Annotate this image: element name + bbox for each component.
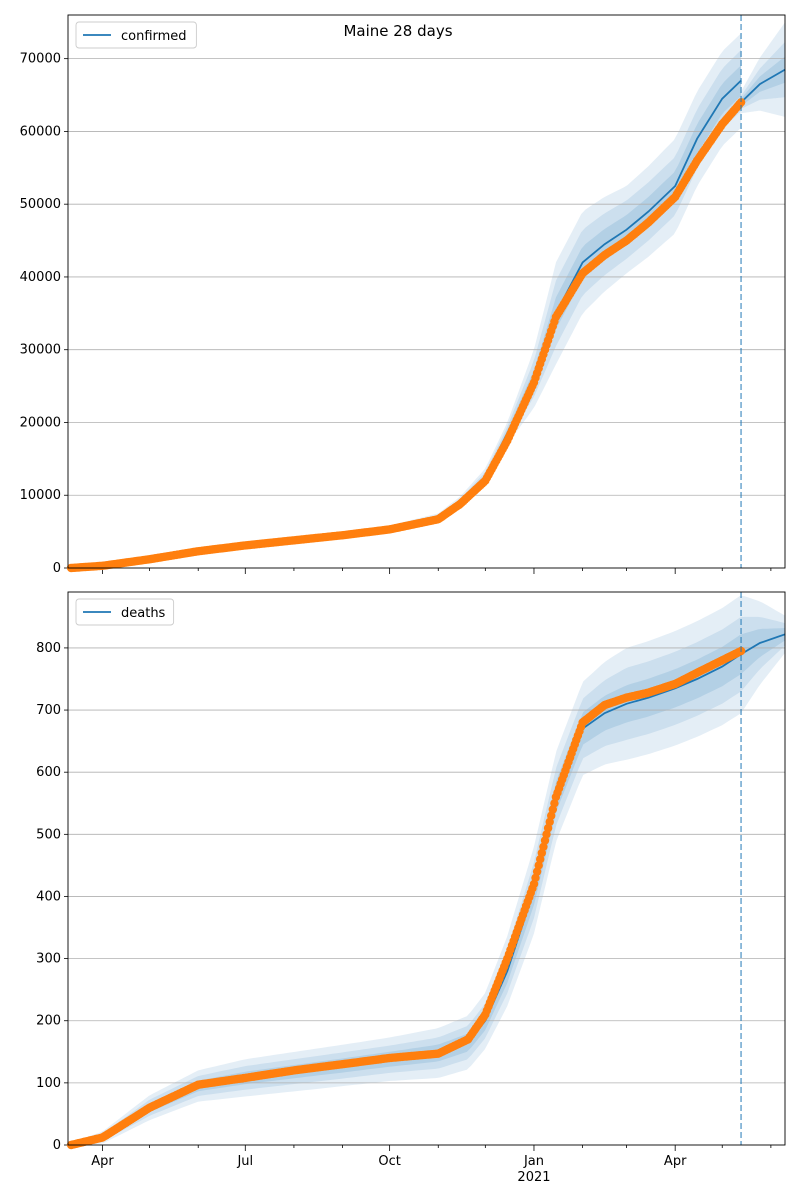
y-tick-label: 0 (53, 1138, 61, 1153)
legend: deaths (75, 598, 175, 626)
y-tick-label: 800 (36, 641, 61, 656)
confirmed-panel: 0 10000 20000 30000 40000 50000 60000 70000 conf… (20, 14, 786, 576)
y-tick-label: 300 (36, 952, 61, 967)
legend-box (75, 21, 197, 49)
y-tick-label: 200 (36, 1014, 61, 1029)
observed-point (550, 799, 559, 808)
band-outer-forecast (741, 22, 785, 117)
band-inner (68, 628, 785, 1145)
y-tick-label: 20000 (20, 415, 61, 430)
y-tick-label: 10000 (20, 488, 61, 503)
y-tick-label: 0 (53, 561, 61, 576)
legend-label: deaths (121, 606, 166, 621)
x-tick-label: Oct (378, 1154, 400, 1169)
x-tick-label: Jul (236, 1154, 253, 1169)
y-tick-label: 600 (36, 765, 61, 780)
y-tick-label: 30000 (20, 343, 61, 358)
y-tick-label: 700 (36, 703, 61, 718)
x-tick-label: Jan (523, 1154, 544, 1169)
y-tick-label: 50000 (20, 197, 61, 212)
x-tick-label: Apr (91, 1154, 114, 1169)
x-tick-sublabel: 2021 (517, 1170, 550, 1185)
band-outer (68, 595, 785, 1145)
y-tick-label: 500 (36, 827, 61, 842)
observed-point (736, 98, 746, 107)
axes-frame (67, 14, 786, 569)
figure-title: Maine 28 days (343, 22, 452, 40)
legend-label: confirmed (121, 29, 187, 44)
y-tick-label: 400 (36, 889, 61, 904)
y-tick-label: 100 (36, 1076, 61, 1091)
deaths-panel: 0 100 200 300 400 500 600 700 800 Apr Jul Oct Jan202… (36, 591, 786, 1185)
x-tick-label: Apr (664, 1154, 687, 1169)
observed-point (539, 842, 548, 851)
model-forecast-line (740, 68, 786, 103)
legend-box (75, 598, 175, 626)
legend: confirmed (75, 21, 197, 49)
band-middle (68, 616, 785, 1145)
y-tick-label: 40000 (20, 270, 61, 285)
y-tick-label: 70000 (20, 52, 61, 67)
y-tick-label: 60000 (20, 124, 61, 139)
axes-frame (67, 591, 786, 1146)
